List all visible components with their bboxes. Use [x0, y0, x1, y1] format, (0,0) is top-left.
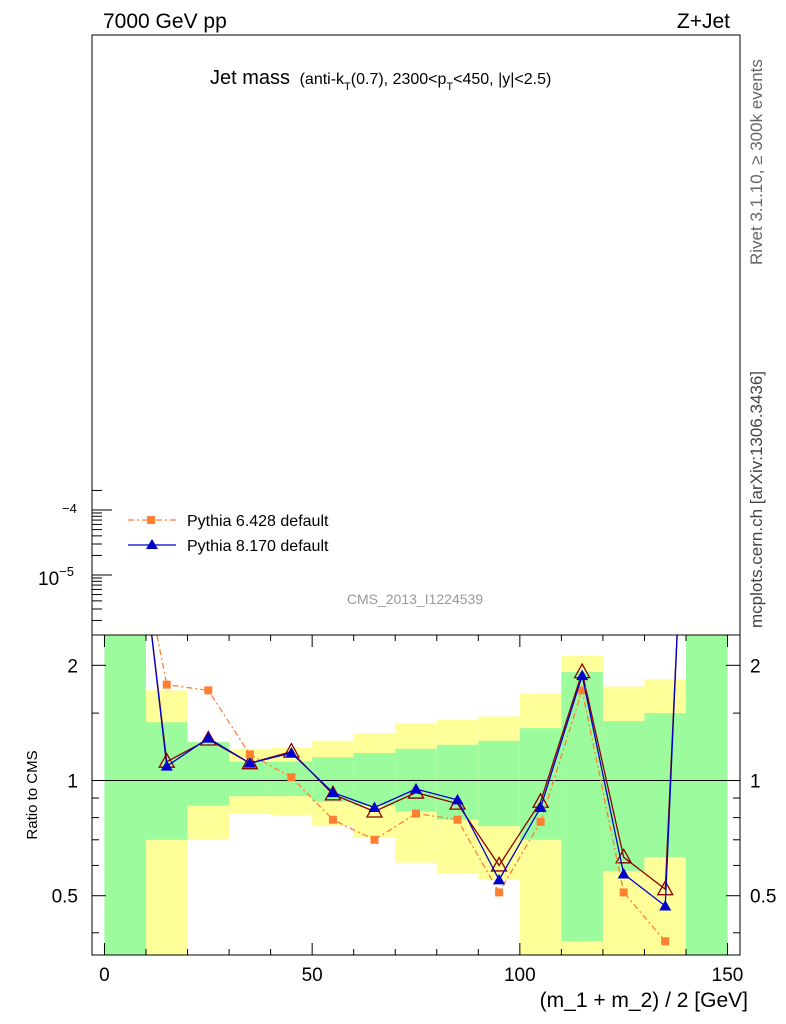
rivet-label: Rivet 3.1.10, ≥ 300k events: [747, 59, 766, 265]
legend-marker-pythia8: [146, 539, 158, 549]
ytick-label-right-0: 0.5: [750, 887, 776, 908]
marker-0-1: [162, 680, 171, 689]
legend: Pythia 6.428 default Pythia 8.170 defaul…: [128, 513, 329, 555]
marker-0-10: [536, 817, 545, 826]
upper-ytick-label-1e-4: −4: [62, 501, 77, 516]
marker-0-7: [412, 809, 420, 818]
band-inner-1: [146, 722, 188, 840]
legend-label-pythia6: Pythia 6.428 default: [187, 513, 329, 530]
analysis-id: CMS_2013_I1224539: [347, 591, 483, 607]
xtick-label-3: 150: [712, 965, 744, 986]
ytick-label-right-1: 1: [750, 772, 761, 793]
ratio-series: [151, 635, 678, 946]
xtick-label-1: 50: [302, 965, 323, 986]
marker-0-9: [495, 888, 504, 897]
band-inner-14: [686, 635, 728, 955]
marker-1-11: [576, 669, 589, 681]
ytick-label-2: 2: [67, 656, 78, 677]
marker-0-4: [287, 773, 296, 782]
energy-label: 7000 GeV pp: [103, 10, 227, 33]
ytick-label-0: 0.5: [52, 887, 78, 908]
marker-1-12: [617, 867, 630, 879]
marker-0-2: [204, 686, 213, 695]
band-inner-0: [104, 635, 146, 955]
ytick-label-1: 1: [67, 772, 78, 793]
marker-0-11: [578, 686, 587, 695]
ratio-axes: 0 50 100 150 0.5 0.5 1 1 2 2: [52, 635, 776, 986]
legend-marker-pythia6: [147, 516, 155, 524]
xtick-label-2: 100: [504, 965, 536, 986]
marker-2-9: [490, 856, 508, 872]
series-line-0: [156, 635, 666, 942]
marker-0-13: [661, 937, 670, 946]
upper-ytick-label-1e-5: 10−5: [38, 564, 74, 590]
band-inner-9: [478, 740, 520, 827]
marker-1-3: [243, 757, 256, 768]
marker-1-13: [659, 900, 672, 911]
legend-label-pythia8: Pythia 8.170 default: [187, 538, 329, 555]
xtick-label-0: 0: [99, 965, 110, 986]
marker-1-8: [451, 793, 464, 805]
marker-0-5: [328, 815, 337, 824]
ratio-panel-frame: [91, 634, 741, 956]
marker-2-2: [199, 730, 217, 746]
ratio-xlabel: (m_1 + m_2) / 2 [GeV]: [540, 989, 748, 1012]
marker-1-2: [202, 732, 215, 743]
marker-0-12: [619, 888, 628, 897]
process-label: Z+Jet: [677, 10, 730, 33]
mcplots-label: mcplots.cern.ch [arXiv:1306.3436]: [747, 371, 766, 628]
marker-0-3: [245, 750, 254, 759]
chart-title: Jet mass (anti-kT(0.7), 2300<pT<450, |y|…: [210, 67, 551, 93]
marker-1-4: [285, 747, 298, 758]
ratio-ylabel: Ratio to CMS: [24, 750, 41, 839]
band-inner-6: [353, 753, 396, 806]
marker-1-6: [368, 801, 381, 813]
marker-1-7: [410, 783, 422, 794]
marker-1-5: [326, 786, 339, 798]
upper-y-axis: [92, 489, 112, 621]
ytick-label-right-2: 2: [750, 656, 761, 677]
marker-1-10: [534, 801, 547, 813]
marker-0-8: [453, 815, 462, 824]
marker-2-5: [324, 785, 342, 801]
band-inner-13: [644, 713, 686, 858]
marker-1-1: [160, 760, 173, 771]
band-inner-11: [561, 672, 603, 942]
band-inner-8: [436, 744, 479, 820]
uncertainty-bands: [104, 635, 728, 955]
marker-1-9: [493, 873, 506, 885]
band-inner-2: [187, 742, 230, 806]
marker-0-6: [370, 835, 379, 844]
